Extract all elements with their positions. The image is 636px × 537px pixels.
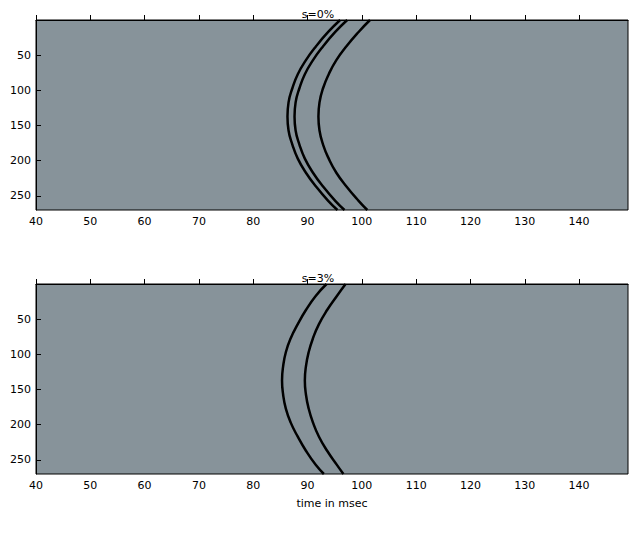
svg-text:50: 50 <box>83 215 97 228</box>
svg-text:100: 100 <box>10 348 31 361</box>
svg-text:200: 200 <box>10 418 31 431</box>
svg-text:60: 60 <box>138 215 152 228</box>
svg-text:90: 90 <box>301 215 315 228</box>
svg-text:140: 140 <box>569 479 590 492</box>
svg-text:110: 110 <box>406 215 427 228</box>
svg-text:120: 120 <box>460 215 481 228</box>
svg-text:100: 100 <box>10 84 31 97</box>
svg-text:120: 120 <box>460 479 481 492</box>
svg-text:70: 70 <box>192 215 206 228</box>
svg-text:110: 110 <box>406 479 427 492</box>
svg-text:40: 40 <box>29 215 43 228</box>
svg-text:200: 200 <box>10 154 31 167</box>
svg-text:100: 100 <box>351 479 372 492</box>
svg-text:s=3%: s=3% <box>302 272 334 285</box>
svg-text:130: 130 <box>514 215 535 228</box>
svg-text:time in msec: time in msec <box>296 497 367 510</box>
svg-text:50: 50 <box>17 313 31 326</box>
svg-text:80: 80 <box>246 479 260 492</box>
svg-text:250: 250 <box>10 189 31 202</box>
svg-text:90: 90 <box>301 479 315 492</box>
svg-text:50: 50 <box>83 479 97 492</box>
svg-text:150: 150 <box>10 119 31 132</box>
svg-text:40: 40 <box>29 479 43 492</box>
svg-text:s=0%: s=0% <box>302 8 334 21</box>
svg-text:100: 100 <box>351 215 372 228</box>
svg-text:70: 70 <box>192 479 206 492</box>
svg-text:80: 80 <box>246 215 260 228</box>
svg-text:50: 50 <box>17 49 31 62</box>
svg-text:150: 150 <box>10 383 31 396</box>
svg-text:60: 60 <box>138 479 152 492</box>
svg-text:250: 250 <box>10 453 31 466</box>
svg-text:140: 140 <box>569 215 590 228</box>
svg-text:130: 130 <box>514 479 535 492</box>
